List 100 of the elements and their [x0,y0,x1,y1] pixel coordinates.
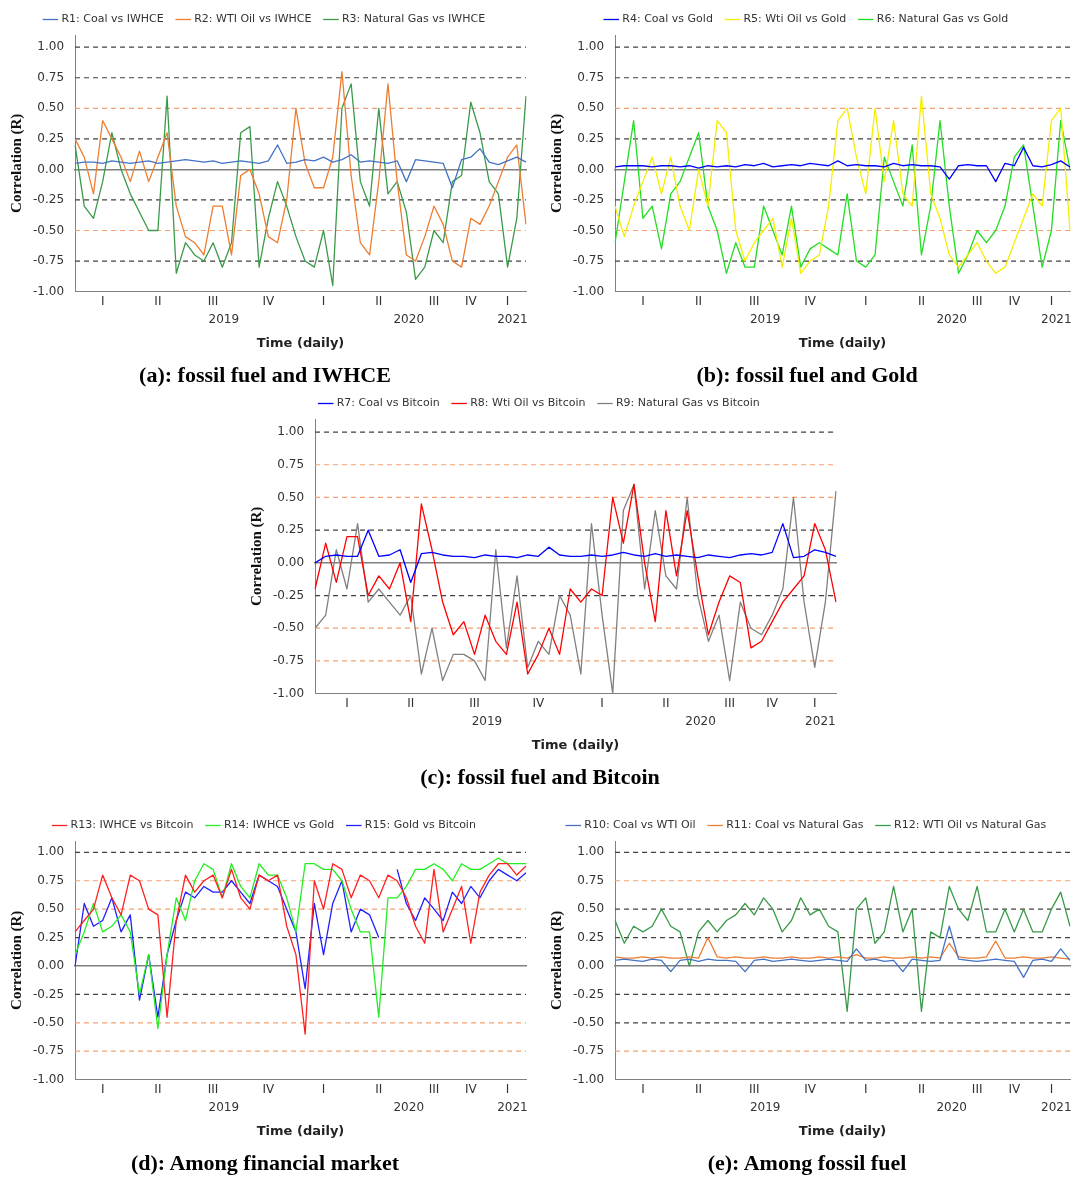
text: 2020 [936,1099,967,1114]
y-tick-label: 0.75 [577,69,605,84]
legend-label: R6: Natural Gas vs Gold [876,12,1009,26]
text: 2021 [497,311,528,326]
y-tick-label: 0.75 [277,456,305,471]
x-axis-title: Time (daily) [798,1123,887,1139]
x-tick-label: IV [464,293,478,308]
x-tick-label: I [812,695,817,710]
y-tick-label: -0.50 [32,1014,65,1029]
y-tick-label: -0.75 [572,1043,605,1058]
x-tick-label: III [207,1081,219,1096]
y-tick-label: -0.75 [272,653,305,668]
x-tick-label: III [724,695,735,710]
y-tick-label: 0.50 [37,100,65,115]
y-tick-label: 0.50 [577,901,605,916]
text: 2019 [208,311,240,326]
text: 2021 [497,1099,528,1114]
y-tick-label: -0.25 [572,986,605,1001]
x-tick-label: IV [804,293,817,308]
y-tick-label: 0.00 [277,554,305,569]
x-tick-label: III [971,1081,983,1096]
x-tick-label: III [428,293,440,308]
legend-label: R9: Natural Gas vs Bitcoin [615,396,760,410]
x-tick-label: II [375,293,383,308]
text: 2020 [393,1099,425,1114]
y-tick-label: -0.75 [572,253,605,268]
x-tick-label: III [469,695,480,710]
y-axis-title: Correlation (R) [247,506,265,606]
text: 2020 [393,311,425,326]
text: 2019 [749,1099,781,1114]
y-tick-label: -0.50 [572,1014,605,1029]
x-tick-label: III [428,1081,440,1096]
text: 2021 [1041,311,1072,326]
y-tick-label: 0.50 [37,901,65,916]
x-tick-label: I [600,695,604,710]
legend-label: R12: WTI Oil vs Natural Gas [894,818,1047,832]
text: 2019 [749,311,781,326]
y-tick-label: 0.25 [577,929,605,944]
x-axis-title: Time (daily) [256,335,345,351]
y-tick-label: -1.00 [572,283,605,298]
y-tick-label: -0.25 [272,587,305,602]
x-tick-label: I [345,695,349,710]
text: 2021 [1041,1099,1072,1114]
text: (a): fossil fuel and IWHCE [139,362,391,388]
y-tick-label: -0.75 [32,253,65,268]
x-axis-title: Time (daily) [256,1123,345,1139]
x-tick-label: IV [804,1081,817,1096]
x-tick-label: IV [1008,1081,1021,1096]
legend-label: R2: WTI Oil vs IWHCE [194,12,312,26]
text: (c): fossil fuel and Bitcoin [420,764,660,790]
x-tick-label: I [321,293,326,308]
y-tick-label: 0.25 [277,522,305,537]
x-tick-label: I [505,1081,510,1096]
x-tick-label: IV [262,1081,275,1096]
y-tick-label: -0.50 [572,222,605,237]
x-tick-label: III [749,1081,760,1096]
legend-label: R15: Gold vs Bitcoin [364,818,476,832]
y-tick-label: -0.25 [32,192,65,207]
y-tick-label: -0.50 [32,222,65,237]
x-tick-label: II [375,1081,383,1096]
x-tick-label: IV [262,293,275,308]
y-tick-label: 1.00 [277,424,305,439]
y-tick-label: 0.50 [277,489,305,504]
y-tick-label: 0.00 [37,161,65,176]
x-tick-label: III [971,293,983,308]
x-tick-label: I [100,1081,105,1096]
x-tick-label: III [749,293,760,308]
x-tick-label: IV [1008,293,1021,308]
text: 2019 [208,1099,240,1114]
text: 2019 [471,713,503,728]
legend-label: R8: Wti Oil vs Bitcoin [470,396,586,410]
y-tick-label: -0.25 [32,986,65,1001]
y-tick-label: 0.25 [37,130,65,145]
x-tick-label: I [1049,293,1054,308]
y-tick-label: 1.00 [37,844,65,859]
text: (b): fossil fuel and Gold [696,362,918,388]
y-tick-label: 0.75 [577,872,605,887]
text: (d): Among financial market [130,1150,400,1176]
y-tick-label: 0.25 [577,130,605,145]
x-tick-label: I [641,293,645,308]
text: 2021 [805,713,836,728]
y-axis-title: Correlation (R) [7,910,25,1010]
y-tick-label: 0.00 [37,958,65,973]
x-tick-label: I [505,293,510,308]
x-tick-label: II [695,293,703,308]
x-tick-label: I [321,1081,326,1096]
legend-label: R14: IWHCE vs Gold [223,818,335,832]
x-tick-label: I [641,1081,645,1096]
legend-label: R4: Coal vs Gold [622,12,713,26]
legend-label: R1: Coal vs IWHCE [61,12,164,26]
x-tick-label: I [863,1081,868,1096]
y-tick-label: 0.50 [577,100,605,115]
x-tick-label: IV [532,695,545,710]
x-axis-title: Time (daily) [798,335,887,351]
y-tick-label: -1.00 [32,1071,65,1086]
y-tick-label: 1.00 [577,844,605,859]
y-axis-title: Correlation (R) [547,910,565,1010]
y-tick-label: 0.75 [37,69,65,84]
y-tick-label: 0.00 [577,958,605,973]
x-tick-label: II [917,293,925,308]
